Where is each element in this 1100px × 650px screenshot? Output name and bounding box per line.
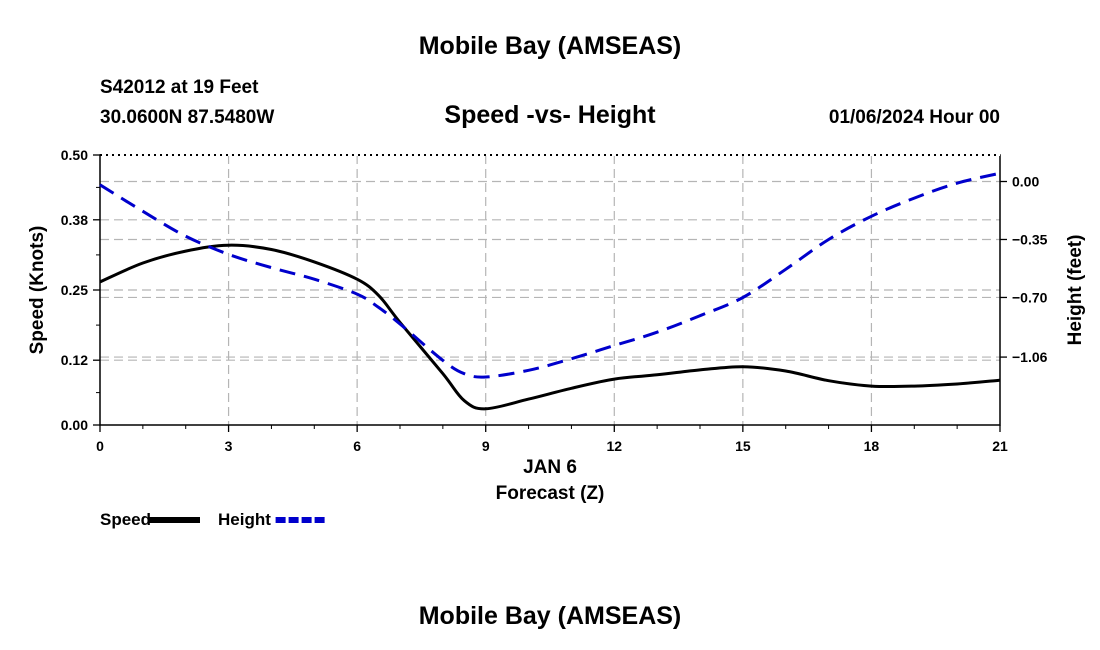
series-line-speed: [99, 243, 1001, 411]
chart-title: Speed -vs- Height: [444, 101, 656, 129]
y-axis-title-left: Speed (Knots): [27, 226, 48, 355]
date-label: 01/06/2024 Hour 00: [828, 107, 1000, 128]
x-axis-title: Forecast (Z): [495, 483, 605, 504]
coordinates-label: 30.0600N 87.5480W: [100, 107, 275, 128]
grid-layer: [100, 155, 1000, 425]
y-tick-label: 0.12: [61, 352, 88, 368]
page-title-bottom: Mobile Bay (AMSEAS): [418, 602, 682, 630]
y-right-tick-label: 0.00: [1012, 174, 1039, 190]
station-label: S42012 at 19 Feet: [100, 77, 259, 98]
x-tick-label: 3: [225, 438, 233, 454]
page-title-top: Mobile Bay (AMSEAS): [418, 32, 682, 60]
y-axis-left: 0.00 0.12 0.25 0.38 0.50: [61, 147, 100, 433]
x-tick-label: 9: [482, 438, 490, 454]
x-tick-label: 21: [992, 438, 1008, 454]
y-right-tick-label: −1.06: [1012, 349, 1048, 365]
y-tick-label: 0.00: [61, 417, 88, 433]
y-tick-label: 0.25: [61, 282, 88, 298]
x-tick-label: 15: [735, 438, 751, 454]
x-tick-label: 6: [353, 438, 361, 454]
x-tick-label: 0: [96, 438, 104, 454]
x-axis: 0 3 6 9 12 15 18 21: [96, 425, 1008, 454]
x-tick-label: 18: [864, 438, 880, 454]
y-axis-right: 0.00 −0.35 −0.70 −1.06: [1000, 174, 1048, 365]
y-right-tick-label: −0.35: [1012, 231, 1048, 247]
y-axis-title-right: Height (feet): [1065, 235, 1086, 346]
series-layer: [99, 171, 1001, 411]
legend-label-height: Height: [218, 510, 271, 529]
series-line-height: [99, 171, 1001, 379]
y-tick-label: 0.38: [61, 212, 88, 228]
legend-label-speed: Speed: [100, 510, 151, 529]
x-axis-date-label: JAN 6: [523, 457, 577, 478]
x-tick-label: 12: [606, 438, 622, 454]
y-tick-label: 0.50: [61, 147, 88, 163]
legend: Speed Height: [100, 510, 328, 529]
y-right-tick-label: −0.70: [1012, 289, 1048, 305]
